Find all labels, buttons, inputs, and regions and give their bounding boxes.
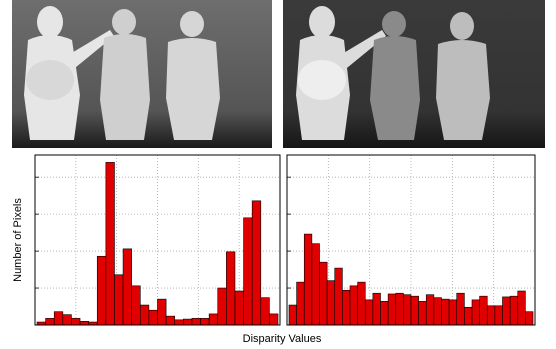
bar — [327, 281, 335, 325]
bar — [289, 305, 297, 325]
bar — [261, 298, 270, 325]
depth-map-left — [12, 0, 272, 148]
bar — [46, 318, 55, 325]
bar — [123, 249, 132, 325]
bar — [106, 162, 115, 325]
bar — [472, 300, 480, 325]
bar — [411, 296, 419, 325]
bar — [269, 314, 278, 325]
bar — [510, 296, 518, 325]
bar — [132, 286, 141, 325]
bar — [158, 299, 167, 325]
bar — [442, 299, 450, 325]
bar — [464, 307, 472, 325]
bar — [201, 318, 210, 325]
bar — [426, 295, 434, 325]
bar — [342, 290, 350, 325]
bar — [495, 306, 503, 325]
bar — [358, 282, 366, 325]
bar — [183, 319, 192, 325]
bar — [140, 305, 149, 325]
x-axis-label: Disparity Values — [243, 333, 322, 345]
bar — [71, 318, 80, 325]
bar — [503, 297, 511, 325]
bar — [149, 310, 158, 325]
bar — [434, 298, 442, 325]
bar — [320, 262, 328, 325]
bar — [97, 256, 106, 325]
bar — [175, 320, 184, 325]
bar — [304, 234, 312, 325]
bar — [487, 306, 495, 325]
bar — [235, 291, 244, 325]
bar — [396, 293, 404, 325]
bar — [226, 252, 235, 325]
bar — [373, 293, 381, 325]
bar — [166, 316, 175, 325]
bar — [518, 291, 526, 325]
bar — [209, 314, 218, 325]
bar — [365, 300, 373, 325]
figure: Number of Pixels Disparity Values — [0, 0, 556, 349]
bar — [218, 288, 227, 325]
y-axis-label: Number of Pixels — [12, 198, 24, 282]
bar — [449, 300, 457, 325]
bar — [114, 275, 123, 325]
bar — [381, 301, 389, 325]
bar — [297, 282, 305, 325]
bar — [335, 268, 343, 325]
bar — [63, 315, 72, 325]
bar — [244, 218, 253, 325]
bar — [312, 244, 320, 325]
bar — [252, 201, 261, 325]
bar — [457, 293, 465, 325]
bar — [388, 294, 396, 325]
bar — [525, 312, 533, 325]
bar — [480, 296, 488, 325]
bar — [419, 301, 427, 325]
bar — [403, 295, 411, 325]
bar — [350, 286, 358, 325]
bar — [80, 321, 89, 325]
bar — [192, 318, 201, 325]
bar — [54, 312, 63, 325]
depth-map-right — [283, 0, 545, 148]
